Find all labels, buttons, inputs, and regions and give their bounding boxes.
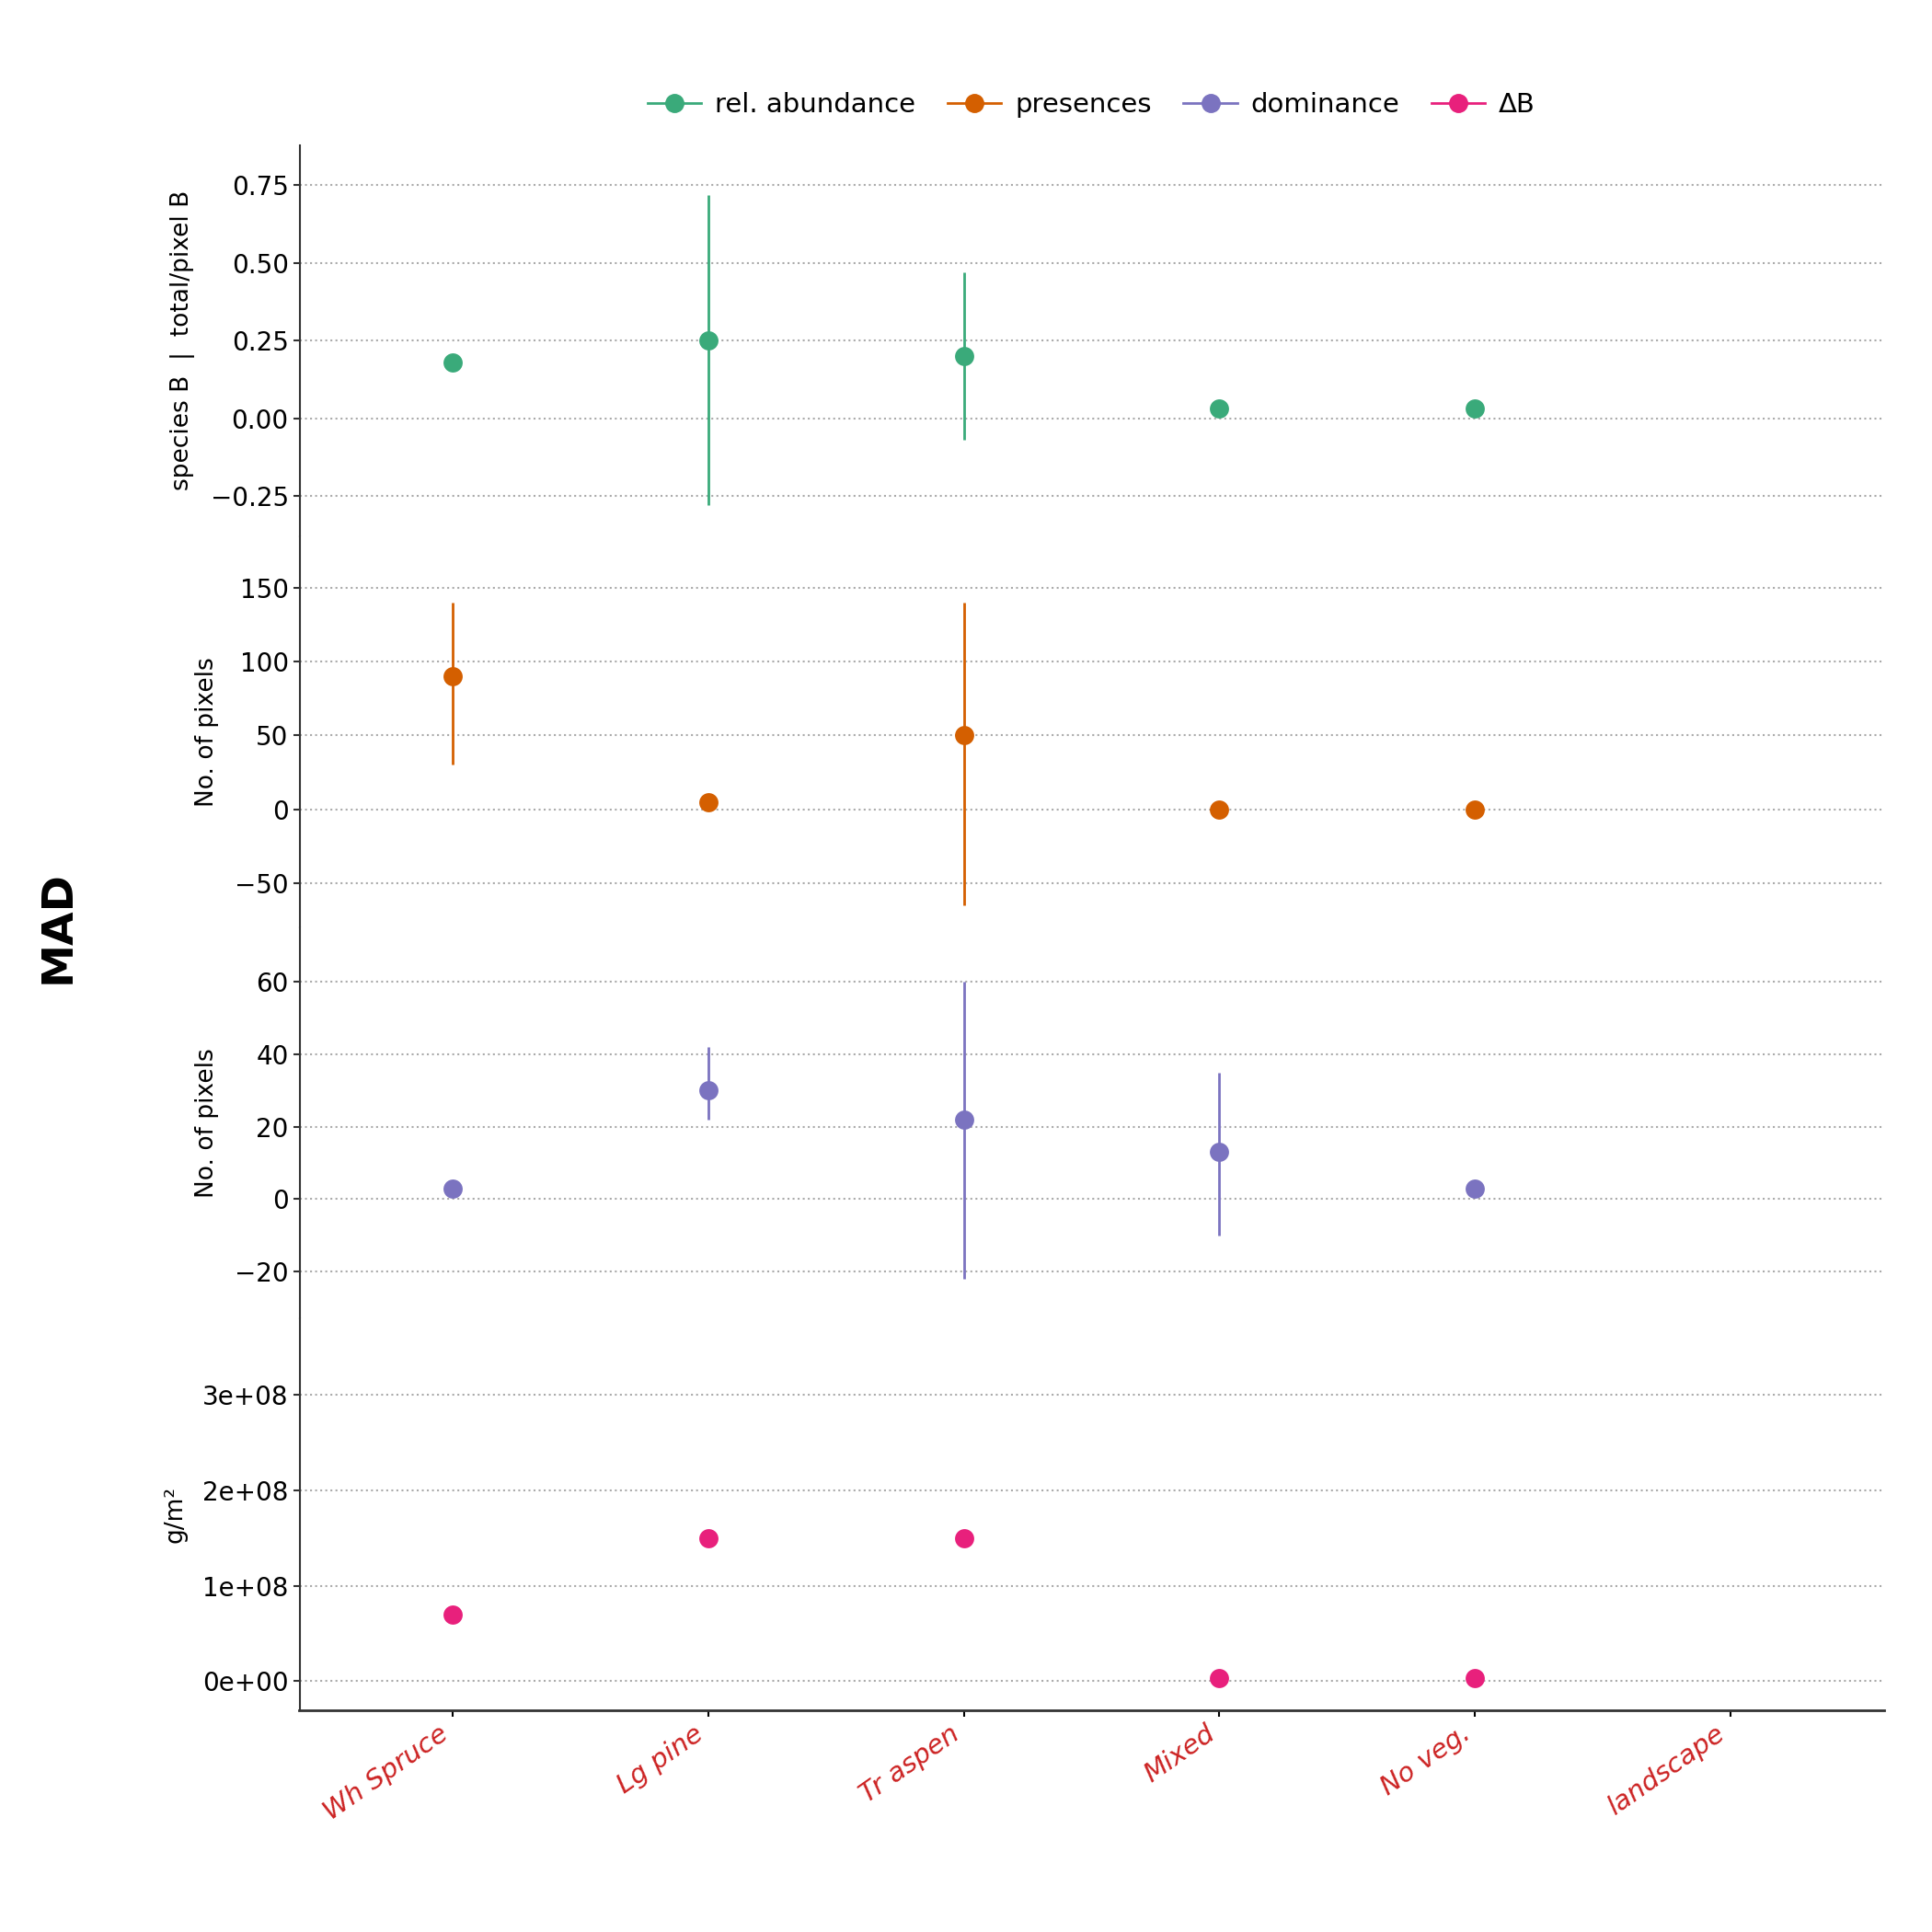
Y-axis label: No. of pixels: No. of pixels — [195, 1047, 220, 1198]
Legend: rel. abundance, presences, dominance, ΔB: rel. abundance, presences, dominance, ΔB — [638, 81, 1546, 128]
Y-axis label: g/m²: g/m² — [162, 1486, 187, 1544]
Y-axis label: species B  |  total/pixel B: species B | total/pixel B — [170, 191, 195, 491]
Text: MAD: MAD — [37, 871, 79, 983]
Y-axis label: No. of pixels: No. of pixels — [195, 657, 220, 808]
